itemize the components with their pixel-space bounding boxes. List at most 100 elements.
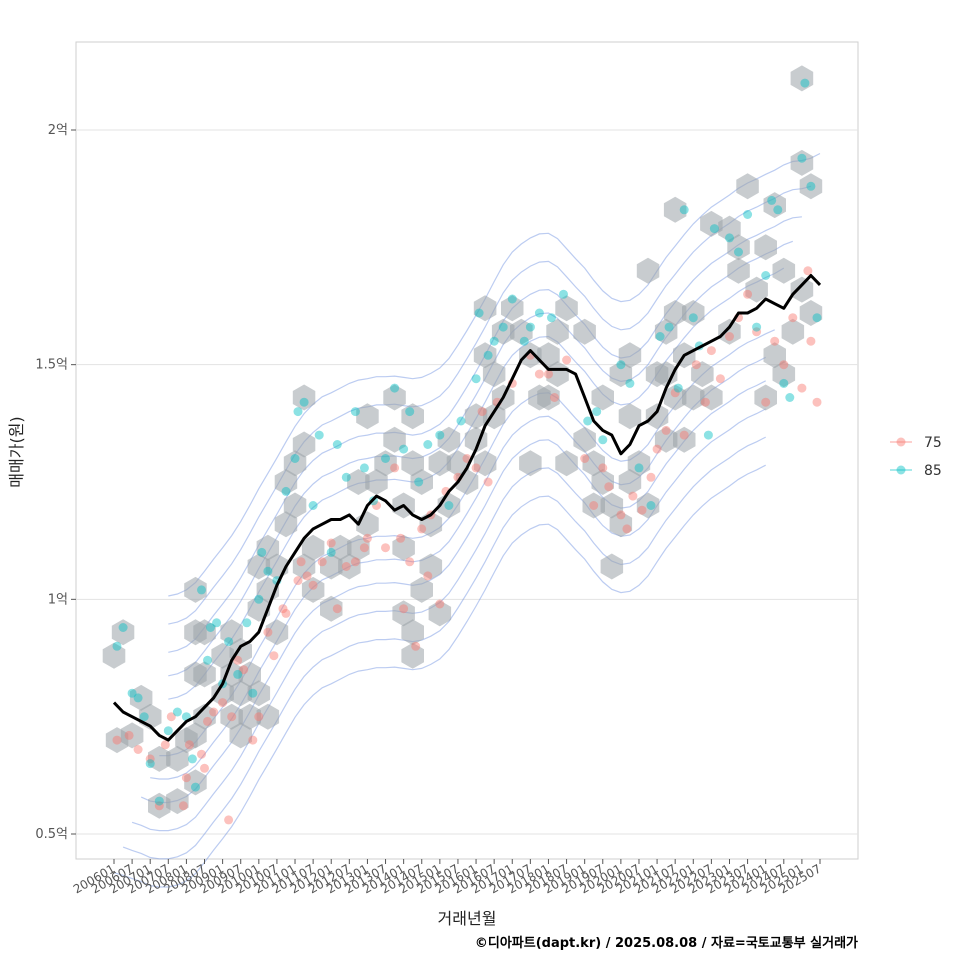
y-tick-label: 1억 <box>48 592 68 607</box>
hex-bin <box>365 469 388 495</box>
hex-bin <box>148 745 171 772</box>
point-85 <box>444 501 454 510</box>
hex-bin <box>446 450 470 477</box>
hex-bin <box>618 469 642 495</box>
point-85 <box>519 336 529 346</box>
legend-label-85: 85 <box>924 463 942 479</box>
hex-bin <box>401 450 424 477</box>
point-85 <box>381 454 390 463</box>
point-75 <box>700 397 710 407</box>
data-points <box>112 78 822 825</box>
point-85 <box>625 378 635 388</box>
point-75 <box>218 698 228 708</box>
point-75 <box>580 454 590 463</box>
point-85 <box>525 322 535 332</box>
point-75 <box>317 557 327 567</box>
point-75 <box>124 730 134 740</box>
point-75 <box>209 707 219 717</box>
point-75 <box>628 491 638 501</box>
hex-bin <box>374 450 397 477</box>
hex-bin <box>754 234 777 261</box>
point-85 <box>767 195 777 205</box>
point-85 <box>326 547 336 557</box>
hex-bin <box>247 680 271 707</box>
legend: 75 85 <box>890 435 942 479</box>
point-75 <box>263 627 273 637</box>
point-75 <box>691 360 701 370</box>
legend-item-75[interactable]: 75 <box>890 435 942 451</box>
hex-bin <box>184 661 207 688</box>
point-85 <box>752 322 762 332</box>
point-85 <box>646 501 656 510</box>
hex-bin <box>148 792 171 819</box>
point-85 <box>133 693 143 703</box>
hex-bin <box>682 384 705 411</box>
point-85 <box>423 440 433 449</box>
point-75 <box>622 524 632 534</box>
hex-bin <box>301 576 325 603</box>
point-85 <box>233 669 243 679</box>
point-85 <box>332 440 342 449</box>
hex-bin <box>401 619 424 646</box>
y-tick-label: 2억 <box>48 123 68 138</box>
point-85 <box>112 641 122 651</box>
hex-bin <box>274 511 298 538</box>
hex-bin <box>410 469 433 495</box>
point-75 <box>405 557 415 567</box>
trend-line <box>112 274 822 742</box>
hex-bin <box>229 722 252 749</box>
hex-bin <box>799 173 823 200</box>
point-85 <box>507 294 517 304</box>
hex-bin <box>582 492 605 519</box>
point-75 <box>381 543 390 553</box>
hex-bin <box>501 295 524 322</box>
point-85 <box>163 726 173 736</box>
point-85 <box>547 313 556 323</box>
hex-bin <box>419 553 443 580</box>
hex-bin <box>301 534 325 561</box>
hex-bin <box>546 318 569 345</box>
hex-bin <box>799 300 823 326</box>
hex-bin <box>700 384 723 411</box>
point-85 <box>800 78 810 88</box>
hex-bin <box>166 788 189 815</box>
hex-bin <box>510 318 533 345</box>
point-75 <box>706 346 716 356</box>
hex-bin <box>392 534 415 561</box>
legend-item-85[interactable]: 85 <box>890 463 942 479</box>
point-85 <box>206 623 215 632</box>
point-75 <box>233 655 243 665</box>
hex-bin <box>274 469 298 495</box>
hex-bin <box>184 576 207 603</box>
y-axis: 0.5억 1억 1.5억 2억 <box>35 123 76 842</box>
hex-bin <box>283 450 307 477</box>
hex-bin <box>102 642 126 669</box>
point-85 <box>812 313 822 323</box>
point-75 <box>725 332 734 341</box>
legend-label-75: 75 <box>924 435 942 451</box>
hex-bin <box>790 276 814 303</box>
hex-bin <box>473 342 497 369</box>
point-75 <box>326 538 336 548</box>
point-85 <box>154 796 164 806</box>
hex-bin <box>410 576 433 603</box>
hex-bin <box>718 318 741 345</box>
point-75 <box>254 712 264 722</box>
point-75 <box>178 801 188 811</box>
hex-bin <box>473 295 497 322</box>
point-85 <box>709 224 719 234</box>
point-75 <box>761 397 771 407</box>
hex-bin <box>193 703 216 730</box>
hex-bin <box>663 300 687 326</box>
point-85 <box>598 435 608 445</box>
point-75 <box>417 524 427 534</box>
point-75 <box>145 754 155 764</box>
point-85 <box>761 271 771 280</box>
contour-line <box>122 436 766 860</box>
point-85 <box>399 444 409 454</box>
hex-bin <box>220 661 243 688</box>
point-85 <box>172 707 182 717</box>
point-85 <box>263 566 273 576</box>
point-75 <box>550 393 559 402</box>
